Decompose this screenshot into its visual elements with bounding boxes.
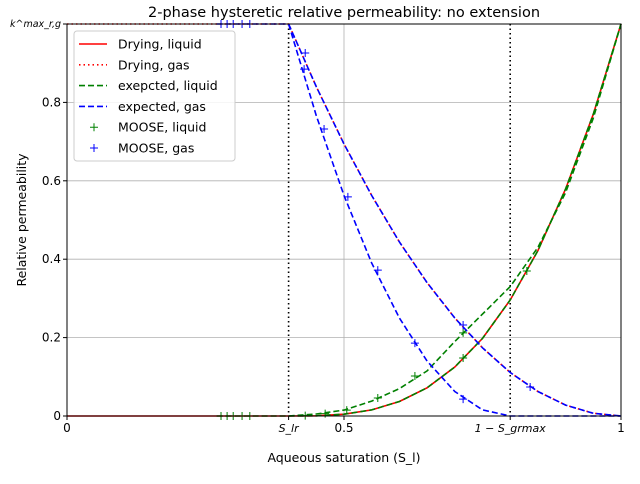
legend-box	[73, 30, 236, 162]
data-point	[459, 328, 468, 337]
series-moose-liquid	[217, 266, 531, 420]
data-point	[410, 339, 419, 348]
legend-item: MOOSE, gas	[90, 141, 194, 156]
legend-label: MOOSE, gas	[118, 141, 194, 156]
series-line	[216, 23, 622, 417]
y-tick-label: 0.2	[42, 331, 61, 345]
legend-label: Drying, gas	[118, 57, 190, 72]
x-tick-label: S_lr	[279, 422, 301, 435]
data-point	[373, 393, 382, 402]
x-tick-label: 1	[617, 421, 625, 435]
data-point	[301, 49, 310, 58]
y-tick-label: 0.4	[42, 252, 61, 266]
data-point	[343, 192, 352, 201]
legend-item: Drying, liquid	[79, 37, 202, 52]
data-point	[342, 406, 351, 415]
data-point	[410, 372, 419, 381]
y-axis-label: Relative permeability	[14, 153, 29, 287]
x-tick-label: 1 − S_grmax	[475, 422, 547, 435]
series-line	[67, 23, 622, 417]
data-point	[459, 321, 468, 330]
legend-label: Drying, liquid	[118, 37, 202, 52]
chart-title: 2-phase hysteretic relative permeability…	[148, 5, 540, 21]
data-point	[320, 125, 329, 134]
x-axis-label: Aqueous saturation (S_l)	[267, 450, 420, 465]
legend-label: exepcted, liquid	[118, 78, 218, 93]
legend-label: expected, gas	[118, 99, 206, 114]
x-tick-label: 0	[63, 421, 71, 435]
legend-label: MOOSE, liquid	[118, 120, 206, 135]
series-exepcted-liquid	[216, 23, 622, 417]
series-curve-	[288, 23, 622, 417]
y-tick-label: k^max_r,g	[10, 19, 61, 30]
data-point	[459, 395, 468, 404]
data-point	[459, 353, 468, 362]
series-drying-gas	[67, 23, 622, 417]
y-tick-label: 0	[53, 409, 61, 423]
y-tick-label: 0.8	[42, 95, 61, 109]
legend-marker	[90, 123, 98, 132]
series-expected-gas	[216, 23, 622, 417]
vertical-markers	[287, 24, 512, 416]
series-curve-	[287, 23, 621, 417]
y-tick-label: 0.6	[42, 174, 61, 188]
x-tick-label: 0.5	[334, 421, 353, 435]
y-axis: 0 0.2 0.4 0.6 0.8 k^max_r,g	[10, 19, 67, 423]
legend-item: exepcted, liquid	[79, 78, 218, 93]
legend-item: MOOSE, liquid	[90, 120, 206, 135]
x-axis: 0 S_lr 0.5 1 − S_grmax 1	[63, 416, 625, 435]
series-line	[287, 23, 621, 417]
data-point	[522, 266, 531, 275]
series-line	[216, 23, 622, 417]
legend-item: expected, gas	[79, 99, 206, 114]
data-point	[373, 266, 382, 275]
data-point	[300, 65, 309, 74]
legend-item: Drying, gas	[79, 57, 190, 72]
legend-marker	[90, 144, 98, 152]
legend: Drying, liquid Drying, gas exepcted, liqui…	[73, 30, 236, 162]
series-moose-gas	[217, 20, 535, 404]
data-point	[526, 382, 535, 391]
series-line	[288, 23, 622, 417]
